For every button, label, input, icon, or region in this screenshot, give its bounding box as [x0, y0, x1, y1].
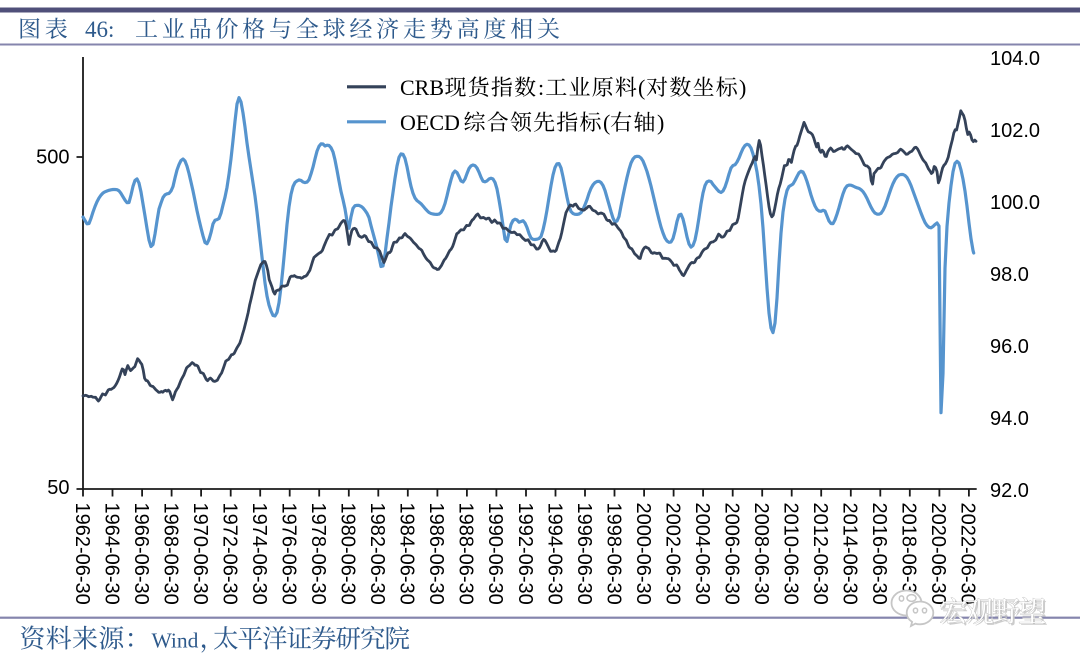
- svg-text:2022-06-30: 2022-06-30: [957, 503, 979, 605]
- svg-text:2016-06-30: 2016-06-30: [868, 503, 890, 605]
- svg-text:1962-06-30: 1962-06-30: [71, 503, 93, 605]
- svg-text:): ): [657, 110, 664, 135]
- svg-text:2014-06-30: 2014-06-30: [839, 503, 861, 605]
- svg-text:46:: 46:: [85, 17, 114, 42]
- svg-text:1996-06-30: 1996-06-30: [573, 503, 595, 605]
- svg-text:1980-06-30: 1980-06-30: [337, 503, 359, 605]
- svg-text:1982-06-30: 1982-06-30: [366, 503, 388, 605]
- svg-text:102.0: 102.0: [990, 120, 1040, 142]
- svg-text:2020-06-30: 2020-06-30: [927, 503, 949, 605]
- svg-text:1988-06-30: 1988-06-30: [455, 503, 477, 605]
- svg-text:1998-06-30: 1998-06-30: [602, 503, 624, 605]
- svg-text:94.0: 94.0: [990, 408, 1029, 430]
- svg-text:1986-06-30: 1986-06-30: [425, 503, 447, 605]
- svg-text:500: 500: [36, 147, 69, 169]
- svg-text:OECD: OECD: [400, 110, 460, 135]
- svg-text:2010-06-30: 2010-06-30: [780, 503, 802, 605]
- svg-text:(: (: [603, 110, 610, 135]
- svg-text:50: 50: [47, 477, 69, 499]
- svg-text:1964-06-30: 1964-06-30: [100, 503, 122, 605]
- svg-text:1968-06-30: 1968-06-30: [159, 503, 181, 605]
- svg-text:2008-06-30: 2008-06-30: [750, 503, 772, 605]
- svg-text:1970-06-30: 1970-06-30: [189, 503, 211, 605]
- svg-text:Wind: Wind: [152, 629, 199, 653]
- svg-text:1974-06-30: 1974-06-30: [248, 503, 270, 605]
- svg-text:1990-06-30: 1990-06-30: [484, 503, 506, 605]
- svg-text:2004-06-30: 2004-06-30: [691, 503, 713, 605]
- svg-text::: :: [538, 75, 544, 100]
- svg-text:92.0: 92.0: [990, 480, 1029, 502]
- svg-text:1966-06-30: 1966-06-30: [130, 503, 152, 605]
- svg-text:2006-06-30: 2006-06-30: [721, 503, 743, 605]
- svg-text:2002-06-30: 2002-06-30: [661, 503, 683, 605]
- svg-text:1972-06-30: 1972-06-30: [219, 503, 241, 605]
- svg-text:1984-06-30: 1984-06-30: [396, 503, 418, 605]
- svg-text:1994-06-30: 1994-06-30: [543, 503, 565, 605]
- svg-text:2012-06-30: 2012-06-30: [809, 503, 831, 605]
- svg-text:1978-06-30: 1978-06-30: [307, 503, 329, 605]
- svg-text:104.0: 104.0: [990, 48, 1040, 70]
- svg-text:(: (: [638, 75, 645, 100]
- svg-text:98.0: 98.0: [990, 264, 1029, 286]
- svg-text:100.0: 100.0: [990, 192, 1040, 214]
- svg-text:CRB: CRB: [400, 75, 444, 100]
- svg-text:96.0: 96.0: [990, 336, 1029, 358]
- svg-text:1992-06-30: 1992-06-30: [514, 503, 536, 605]
- svg-text:1976-06-30: 1976-06-30: [278, 503, 300, 605]
- svg-text:): ): [739, 75, 746, 100]
- svg-text:2000-06-30: 2000-06-30: [632, 503, 654, 605]
- svg-text:2018-06-30: 2018-06-30: [898, 503, 920, 605]
